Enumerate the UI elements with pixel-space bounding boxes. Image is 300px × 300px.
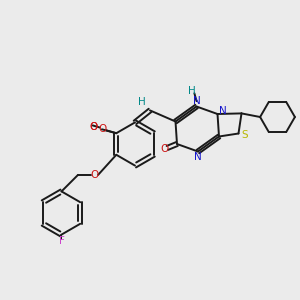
Text: O: O (90, 170, 99, 180)
Text: O: O (90, 122, 98, 132)
Text: H: H (138, 97, 146, 107)
Text: S: S (241, 130, 248, 140)
Text: N: N (219, 106, 227, 116)
Text: H: H (188, 86, 196, 96)
Text: F: F (58, 236, 64, 246)
Text: N: N (193, 96, 200, 106)
Text: O: O (99, 124, 107, 134)
Text: O: O (90, 122, 98, 132)
Text: O: O (160, 144, 169, 154)
Text: N: N (194, 152, 202, 162)
